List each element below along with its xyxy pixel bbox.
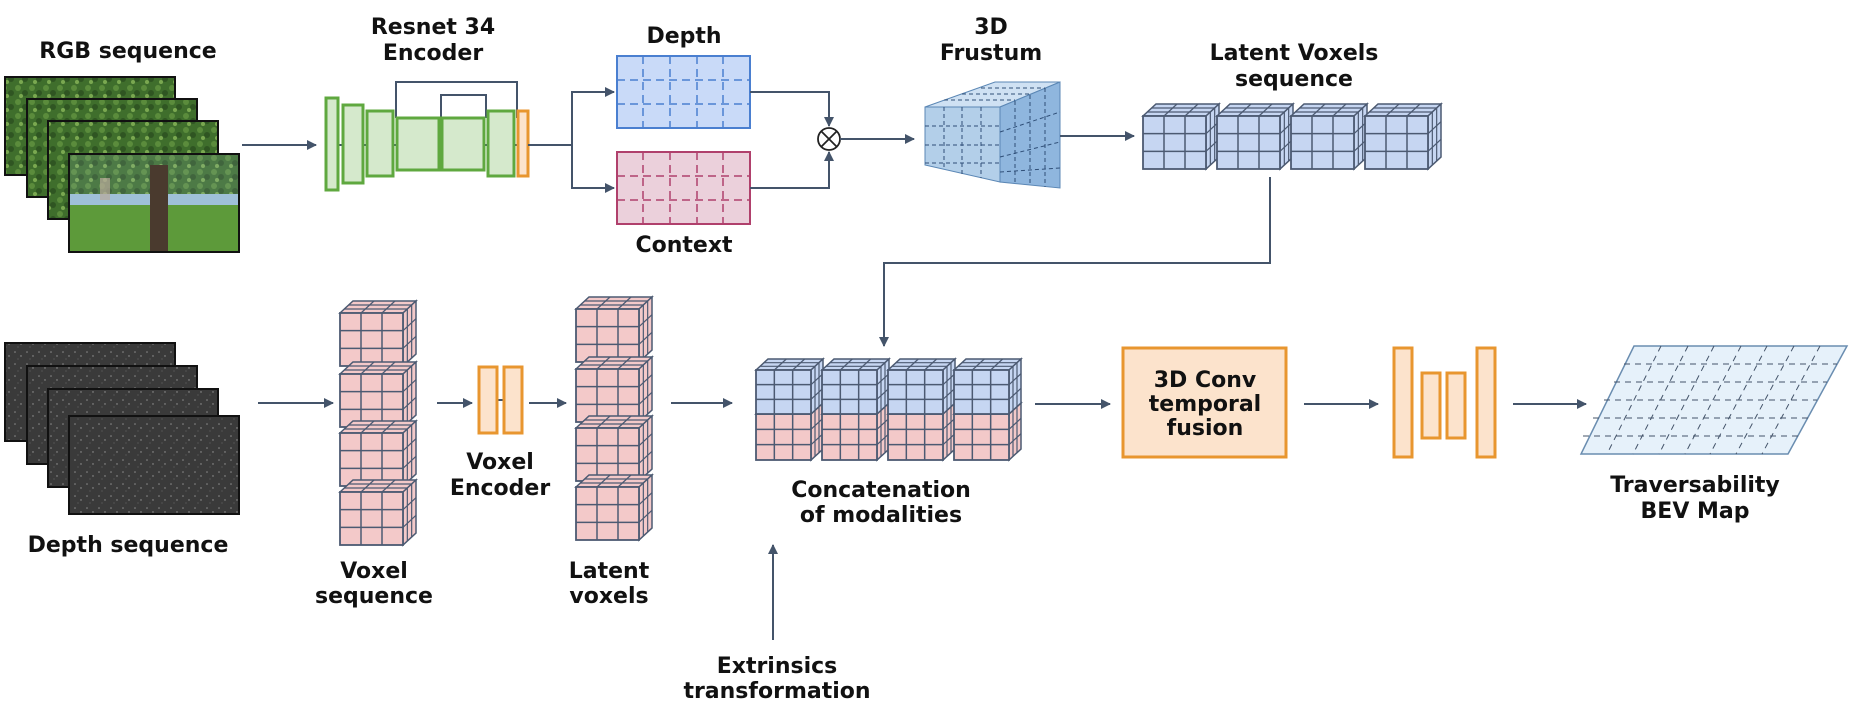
latent-seq-label-line1: Latent Voxels bbox=[1210, 41, 1379, 66]
encoder-block-2 bbox=[341, 103, 365, 185]
voxel-seq-cube-2 bbox=[338, 360, 418, 429]
encoder-label-line2: Encoder bbox=[383, 41, 484, 66]
latent-voxel-cube-2 bbox=[1215, 102, 1295, 171]
extrinsics-label-line1: Extrinsics bbox=[717, 654, 838, 679]
latent-voxel-stack-cube-4 bbox=[574, 473, 654, 542]
concat-label-line1: Concatenation bbox=[791, 478, 971, 503]
depth-sequence-label: Depth sequence bbox=[28, 533, 229, 558]
conv3d-temporal-fusion-box bbox=[1121, 346, 1288, 459]
latent-voxel-stack-cube-1 bbox=[574, 295, 654, 364]
frustum-3d bbox=[924, 81, 1061, 189]
rgb-sequence-label: RGB sequence bbox=[39, 39, 216, 64]
context-grid bbox=[616, 151, 751, 225]
voxel-seq-label-line1: Voxel bbox=[340, 559, 408, 584]
encoder-block-1 bbox=[324, 96, 340, 192]
encoder-output-block bbox=[516, 109, 530, 178]
arrow-encoder-to-depth bbox=[528, 87, 615, 146]
bev-label-line2: BEV Map bbox=[1641, 499, 1750, 524]
concat-blue-cube-3 bbox=[886, 357, 957, 416]
latent-voxels-sequence bbox=[1141, 102, 1443, 171]
concat-blue-cube-1 bbox=[754, 357, 825, 416]
bev-decoder bbox=[1392, 346, 1497, 459]
extrinsics-label-line2: transformation bbox=[683, 679, 870, 704]
arrow-encoder-to-context bbox=[571, 145, 615, 193]
concat-blue-cube-2 bbox=[820, 357, 891, 416]
concat-label-line2: of modalities bbox=[800, 503, 962, 528]
concatenation-voxels bbox=[754, 357, 1023, 462]
bev-label-line1: Traversability bbox=[1610, 473, 1780, 498]
outer-product-icon bbox=[817, 127, 841, 151]
voxel-seq-cube-4 bbox=[338, 478, 418, 547]
voxel-seq-label-line2: sequence bbox=[315, 584, 433, 609]
depth-sequence-images bbox=[4, 342, 240, 515]
arrow-latent-to-concat bbox=[879, 177, 1271, 347]
voxel-encoder bbox=[477, 365, 524, 435]
depth-grid bbox=[616, 55, 751, 129]
latent-voxels-label-line1: Latent bbox=[569, 559, 650, 584]
encoder-block-5 bbox=[440, 116, 486, 172]
conv3d-label-line1: 3D Conv bbox=[1154, 368, 1257, 393]
voxel-seq-cube-3 bbox=[338, 419, 418, 488]
latent-voxels-label-line2: voxels bbox=[569, 584, 648, 609]
traversability-bev-map bbox=[1579, 345, 1849, 455]
concat-blue-cube-4 bbox=[952, 357, 1023, 416]
skip-connection-outer bbox=[395, 81, 518, 118]
latent-voxel-stack-cube-2 bbox=[574, 355, 654, 424]
voxel-seq-cube-1 bbox=[338, 299, 418, 368]
frustum-label-line2: Frustum bbox=[940, 41, 1042, 66]
depth-label: Depth bbox=[646, 24, 721, 49]
arrow-depth-to-product bbox=[750, 91, 834, 127]
voxel-encoder-label-line1: Voxel bbox=[466, 450, 534, 475]
resnet-encoder bbox=[324, 81, 530, 192]
context-label: Context bbox=[635, 233, 733, 258]
latent-voxel-stack-cube-3 bbox=[574, 414, 654, 483]
encoder-block-4 bbox=[395, 116, 441, 172]
arrow-context-to-product bbox=[750, 151, 834, 189]
skip-connection-inner bbox=[440, 94, 487, 118]
encoder-block-6 bbox=[486, 109, 516, 178]
rgb-frame-front bbox=[68, 153, 240, 253]
rgb-sequence-images bbox=[4, 76, 240, 253]
depth-frame-front bbox=[68, 415, 240, 515]
conv3d-label-line2: temporal bbox=[1149, 392, 1261, 417]
latent-voxel-cube-1 bbox=[1141, 102, 1221, 171]
latent-voxel-cube-3 bbox=[1289, 102, 1369, 171]
voxel-encoder-label-line2: Encoder bbox=[450, 476, 551, 501]
latent-voxel-cube-4 bbox=[1363, 102, 1443, 171]
voxel-sequence-stack bbox=[338, 299, 418, 547]
encoder-block-3 bbox=[365, 109, 395, 178]
latent-voxels-stack bbox=[574, 295, 654, 542]
latent-seq-label-line2: sequence bbox=[1235, 67, 1353, 92]
conv3d-label-line3: fusion bbox=[1167, 416, 1244, 441]
encoder-label-line1: Resnet 34 bbox=[371, 15, 495, 40]
frustum-label-line1: 3D bbox=[974, 15, 1008, 40]
